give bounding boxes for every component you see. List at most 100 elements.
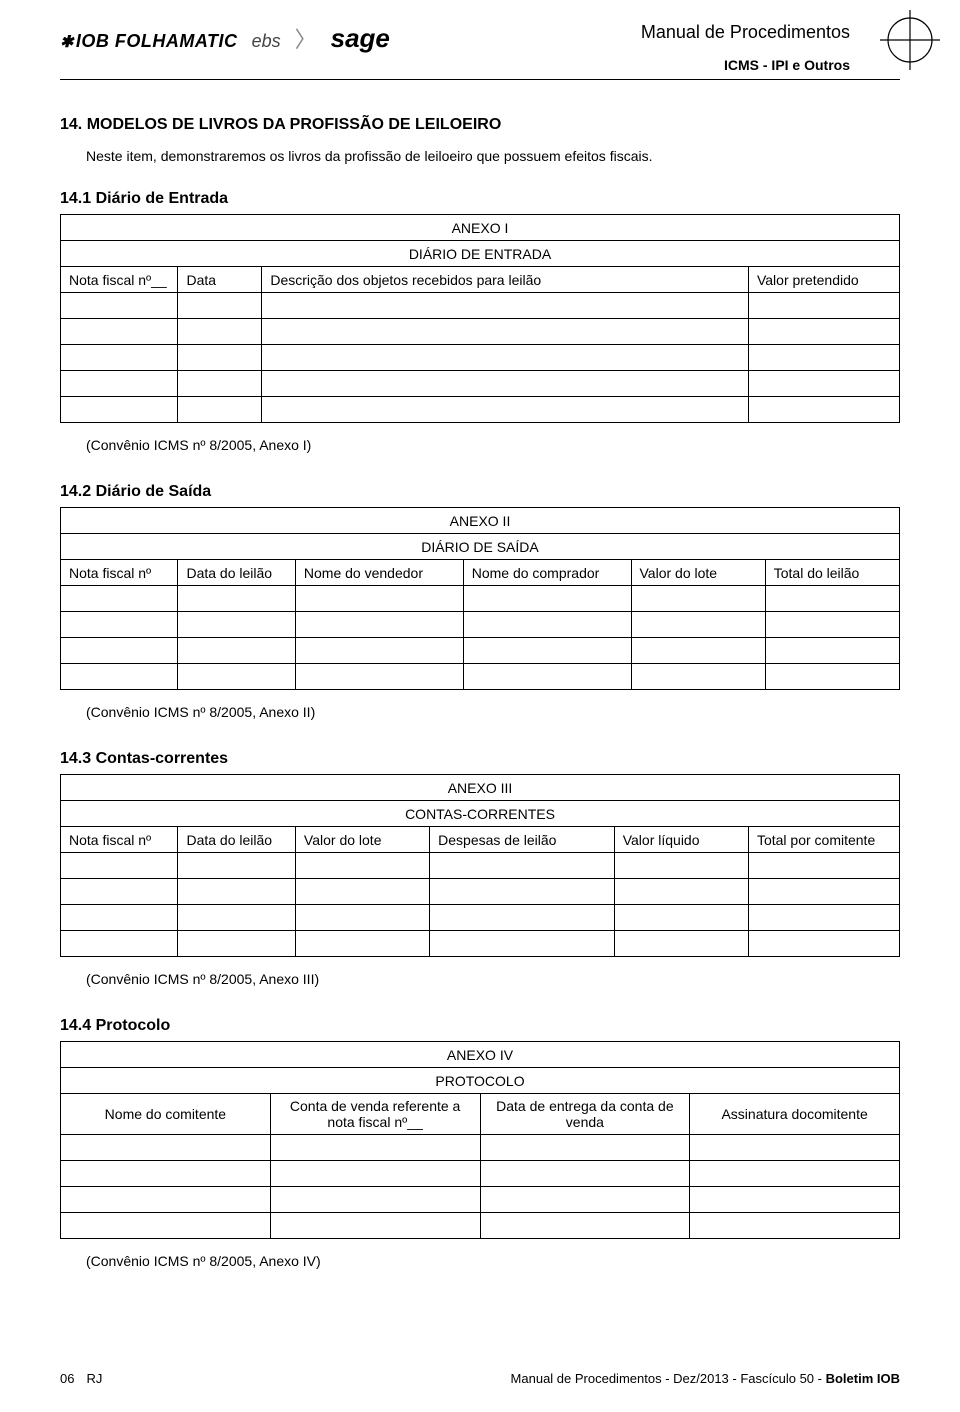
table-cell	[748, 853, 899, 879]
table-title: DIÁRIO DE ENTRADA	[61, 241, 900, 267]
table-row	[61, 879, 900, 905]
table-cell	[61, 1135, 271, 1161]
sub-heading-14-3: 14.3 Contas-correntes	[60, 750, 900, 768]
table-row	[61, 931, 900, 957]
table-cell	[270, 1213, 480, 1239]
table-cell	[463, 664, 631, 690]
table-row	[61, 1187, 900, 1213]
table-cell	[178, 853, 295, 879]
table-title: DIÁRIO DE SAÍDA	[61, 534, 900, 560]
table-cell	[631, 664, 765, 690]
column-header: Nome do vendedor	[295, 560, 463, 586]
column-header: Nome do comprador	[463, 560, 631, 586]
column-header: Total do leilão	[765, 560, 899, 586]
column-header: Nota fiscal nº	[61, 827, 178, 853]
table-cell	[178, 397, 262, 423]
table-cell	[61, 1161, 271, 1187]
table-cell	[748, 931, 899, 957]
sub-heading-14-1: 14.1 Diário de Entrada	[60, 190, 900, 208]
table-cell	[748, 879, 899, 905]
table-cell	[748, 319, 899, 345]
table-cell	[178, 371, 262, 397]
table-cell	[178, 586, 295, 612]
table-cell	[61, 293, 178, 319]
table-cell	[178, 879, 295, 905]
column-header: Nota fiscal nº	[61, 560, 178, 586]
table-cell	[61, 905, 178, 931]
table-cell	[430, 931, 615, 957]
table-row	[61, 319, 900, 345]
section-body: Neste item, demonstraremos os livros da …	[86, 148, 900, 164]
table-cell	[270, 1187, 480, 1213]
table-row	[61, 345, 900, 371]
table-cell	[430, 853, 615, 879]
table-row	[61, 586, 900, 612]
table-cell	[295, 905, 429, 931]
table-cell	[765, 612, 899, 638]
table-cell	[690, 1135, 900, 1161]
table-row	[61, 638, 900, 664]
table-cell	[748, 293, 899, 319]
table-row	[61, 612, 900, 638]
table-cell	[61, 612, 178, 638]
table-cell	[61, 319, 178, 345]
footer-right: Manual de Procedimentos - Dez/2013 - Fas…	[511, 1371, 900, 1386]
chevron-right-icon: 〉	[295, 22, 317, 54]
section-heading: 14. MODELOS DE LIVROS DA PROFISSÃO DE LE…	[60, 116, 900, 134]
table-row	[61, 853, 900, 879]
table-cell	[178, 612, 295, 638]
table-cell	[61, 638, 178, 664]
table-cell	[178, 319, 262, 345]
footer-left: 06RJ	[60, 1371, 102, 1386]
table-cell	[295, 664, 463, 690]
table-cell	[480, 1161, 690, 1187]
column-header: Nome do comitente	[61, 1094, 271, 1135]
brand-row: ✱IOB FOLHAMATIC ebs 〉 sage	[60, 22, 390, 54]
table-cell	[61, 853, 178, 879]
column-header: Data de entrega da conta de venda	[480, 1094, 690, 1135]
table-cell	[295, 931, 429, 957]
table-cell	[262, 319, 749, 345]
table-cell	[631, 612, 765, 638]
table-cell	[480, 1187, 690, 1213]
column-header: Assinatura docomitente	[690, 1094, 900, 1135]
table-contas-correntes: ANEXO IIICONTAS-CORRENTESNota fiscal nºD…	[60, 774, 900, 957]
table-cell	[463, 638, 631, 664]
column-header: Despesas de leilão	[430, 827, 615, 853]
page-header: ✱IOB FOLHAMATIC ebs 〉 sage Manual de Pro…	[60, 22, 900, 80]
column-header: Conta de venda referente a nota fiscal n…	[270, 1094, 480, 1135]
table-cell	[748, 905, 899, 931]
table-cell	[690, 1213, 900, 1239]
column-header: Data do leilão	[178, 827, 295, 853]
table-row	[61, 1135, 900, 1161]
sub-heading-14-2: 14.2 Diário de Saída	[60, 483, 900, 501]
column-header: Descrição dos objetos recebidos para lei…	[262, 267, 749, 293]
table-cell	[295, 879, 429, 905]
table-cell	[262, 397, 749, 423]
column-header: Data	[178, 267, 262, 293]
table-cell	[61, 586, 178, 612]
table-row	[61, 293, 900, 319]
table-cell	[631, 586, 765, 612]
table-cell	[61, 879, 178, 905]
table-cell	[61, 664, 178, 690]
anexo-label: ANEXO IV	[61, 1042, 900, 1068]
table-cell	[178, 664, 295, 690]
table-row	[61, 371, 900, 397]
table-cell	[61, 1187, 271, 1213]
header-title: Manual de Procedimentos	[641, 22, 850, 43]
table-row	[61, 1213, 900, 1239]
table-cell	[765, 638, 899, 664]
table-cell	[765, 664, 899, 690]
table-cell	[295, 638, 463, 664]
table-diario-saida: ANEXO IIDIÁRIO DE SAÍDANota fiscal nºDat…	[60, 507, 900, 690]
brand-ebs: ebs	[252, 31, 281, 52]
table-cell	[262, 345, 749, 371]
table-cell	[765, 586, 899, 612]
table-cell	[480, 1135, 690, 1161]
table-cell	[61, 931, 178, 957]
column-header: Total por comitente	[748, 827, 899, 853]
header-subtitle: ICMS - IPI e Outros	[724, 57, 850, 73]
table-cell	[631, 638, 765, 664]
column-header: Nota fiscal nº__	[61, 267, 178, 293]
